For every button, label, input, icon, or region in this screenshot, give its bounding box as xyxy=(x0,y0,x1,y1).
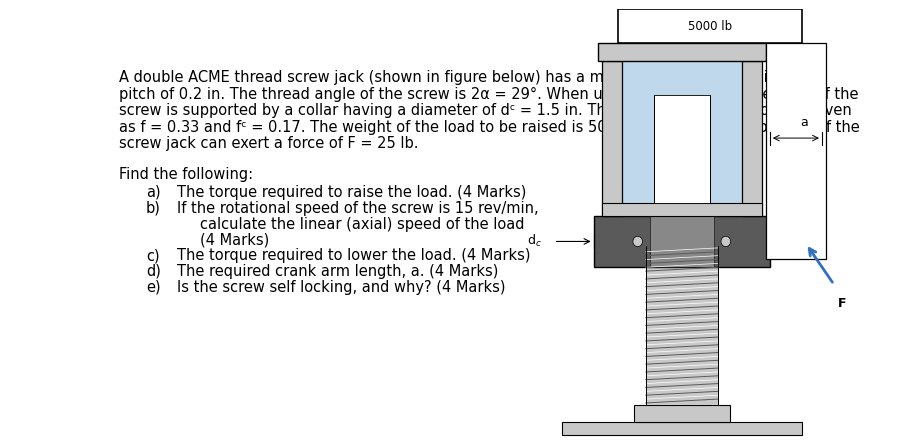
Text: a): a) xyxy=(146,185,160,200)
Text: Is the screw self locking, and why? (4 Marks): Is the screw self locking, and why? (4 M… xyxy=(176,280,505,295)
Text: as f = 0.33 and fᶜ = 0.17. The weight of the load to be raised is 5000 lb. The a: as f = 0.33 and fᶜ = 0.17. The weight of… xyxy=(119,120,860,135)
Text: The required crank arm length, a. (4 Marks): The required crank arm length, a. (4 Mar… xyxy=(176,264,499,279)
Polygon shape xyxy=(770,237,810,254)
Text: A double ACME thread screw jack (shown in figure below) has a major diameter of : A double ACME thread screw jack (shown i… xyxy=(119,70,823,85)
Polygon shape xyxy=(594,216,770,267)
Text: e): e) xyxy=(146,280,160,295)
Text: If the rotational speed of the screw is 15 rev/min,: If the rotational speed of the screw is … xyxy=(176,201,538,216)
Text: b): b) xyxy=(146,201,161,216)
Text: The torque required to lower the load. (4 Marks): The torque required to lower the load. (… xyxy=(176,248,530,263)
Text: d$_c$: d$_c$ xyxy=(526,234,542,250)
Polygon shape xyxy=(601,202,761,216)
Text: Find the following:: Find the following: xyxy=(119,167,253,182)
Text: screw is supported by a collar having a diameter of dᶜ = 1.5 in. The coefficient: screw is supported by a collar having a … xyxy=(119,103,851,119)
Text: The torque required to raise the load. (4 Marks): The torque required to raise the load. (… xyxy=(176,185,526,200)
Polygon shape xyxy=(601,60,622,216)
Polygon shape xyxy=(742,60,761,216)
Circle shape xyxy=(633,236,643,246)
Text: a: a xyxy=(800,116,808,130)
Text: (4 Marks): (4 Marks) xyxy=(200,232,269,247)
Polygon shape xyxy=(645,246,718,405)
Polygon shape xyxy=(766,44,826,259)
Polygon shape xyxy=(562,422,802,435)
Circle shape xyxy=(721,236,731,246)
Polygon shape xyxy=(617,60,746,216)
Text: pitch of 0.2 in. The thread angle of the screw is 2α = 29°. When used to raise a: pitch of 0.2 in. The thread angle of the… xyxy=(119,87,859,102)
Polygon shape xyxy=(634,405,730,422)
Text: screw jack can exert a force of F = 25 lb.: screw jack can exert a force of F = 25 l… xyxy=(119,136,418,151)
Polygon shape xyxy=(653,95,710,202)
Polygon shape xyxy=(598,44,766,60)
Text: F: F xyxy=(838,297,846,310)
Text: 5000 lb: 5000 lb xyxy=(688,20,732,32)
Text: c): c) xyxy=(146,248,159,263)
Text: d): d) xyxy=(146,264,161,279)
Polygon shape xyxy=(650,216,714,267)
Text: calculate the linear (axial) speed of the load: calculate the linear (axial) speed of th… xyxy=(200,217,525,231)
Polygon shape xyxy=(617,9,802,44)
